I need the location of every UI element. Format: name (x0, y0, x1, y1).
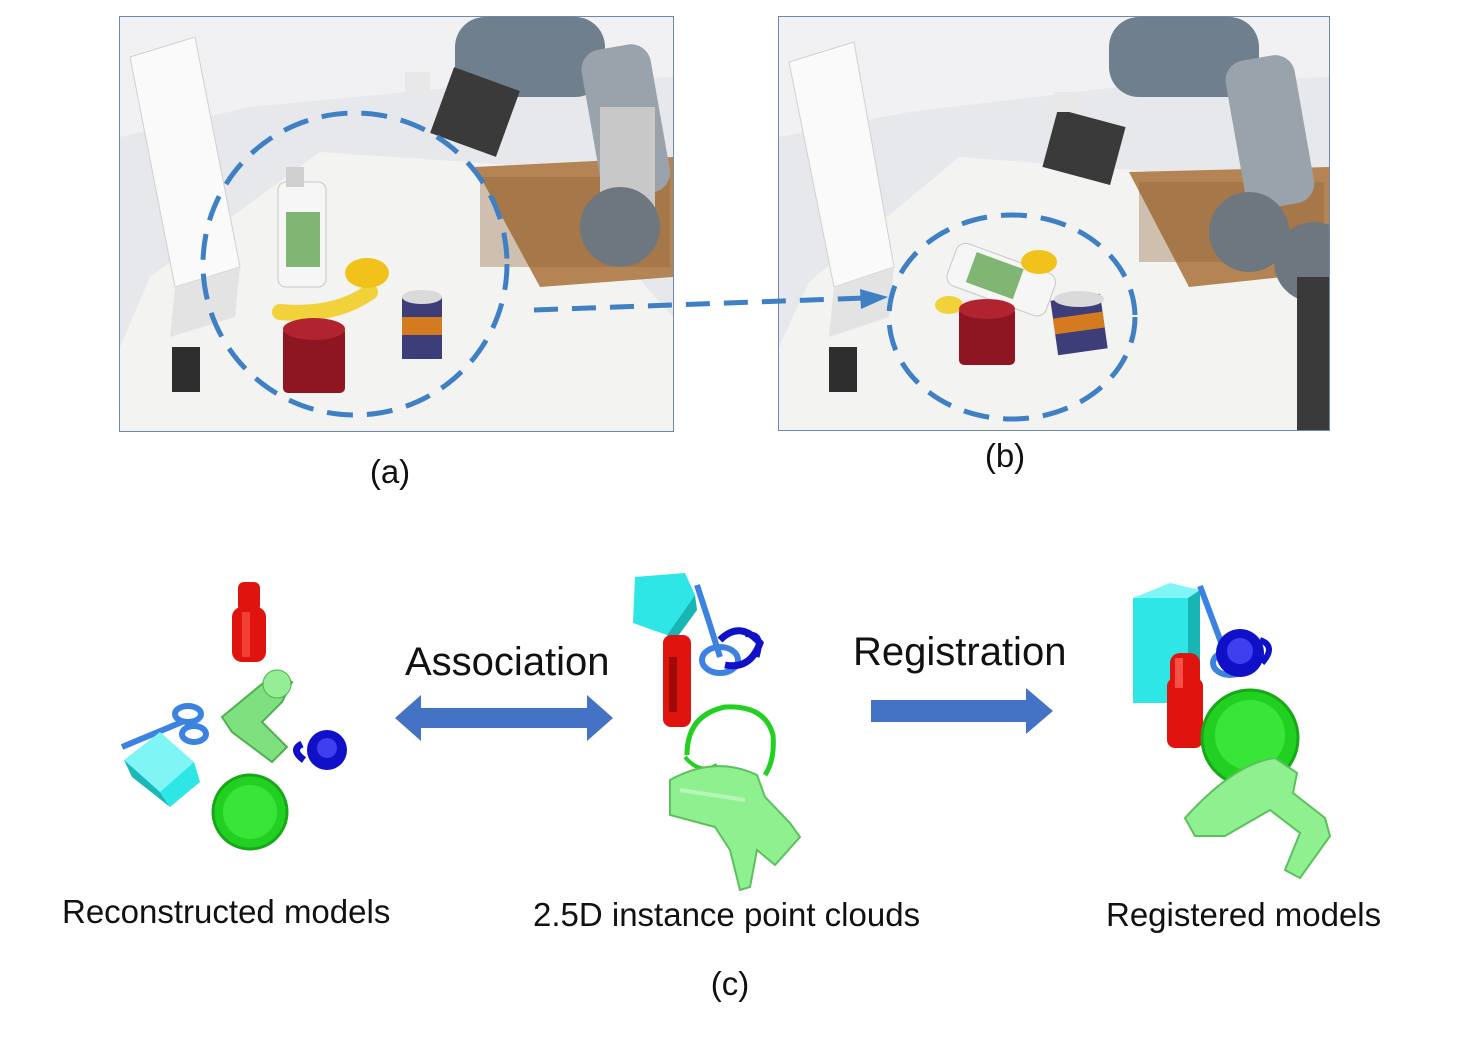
mug-registered (1216, 629, 1272, 677)
scissors-model (120, 703, 209, 750)
drill-model (220, 669, 294, 764)
highlight-circle-a (200, 110, 510, 418)
robot-scene-before-image (120, 17, 673, 431)
photo-panel-a (119, 16, 674, 432)
highlight-circle-b (886, 212, 1138, 422)
photo-panel-b (778, 16, 1330, 431)
bottle-model (232, 582, 266, 662)
registration-arrow (871, 688, 1053, 734)
association-label: Association (405, 640, 610, 684)
registered-models-label: Registered models (1106, 896, 1382, 933)
association-double-arrow (395, 695, 613, 741)
bowl-model (211, 773, 289, 851)
bowl-point-cloud (683, 704, 776, 777)
drill-registered (1183, 756, 1332, 880)
caption-c: (c) (710, 965, 750, 1002)
registration-label: Registration (853, 630, 1067, 674)
mug-point-cloud (717, 627, 765, 670)
instance-point-clouds-render (633, 573, 802, 892)
bottle-point-cloud (663, 635, 691, 727)
registered-models-render (1133, 583, 1332, 880)
instance-point-clouds-label: 2.5D instance point clouds (533, 896, 921, 933)
reconstructed-models-label: Reconstructed models (62, 893, 391, 930)
caption-a: (a) (369, 453, 411, 490)
bottle-registered (1167, 653, 1203, 748)
cube-model (124, 732, 200, 807)
scissors-point-cloud (694, 584, 741, 676)
drill-point-cloud (669, 765, 802, 892)
caption-b: (b) (984, 437, 1026, 474)
cube-point-cloud (633, 573, 697, 643)
transition-arrow (533, 289, 888, 313)
reconstructed-models-render (120, 582, 347, 851)
robot-scene-after-image (779, 17, 1329, 430)
mug-model (293, 730, 347, 770)
